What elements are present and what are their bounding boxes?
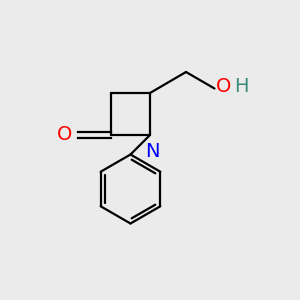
Text: H: H (234, 76, 248, 96)
Text: O: O (57, 125, 73, 145)
Text: O: O (216, 76, 231, 96)
Text: N: N (145, 142, 160, 160)
